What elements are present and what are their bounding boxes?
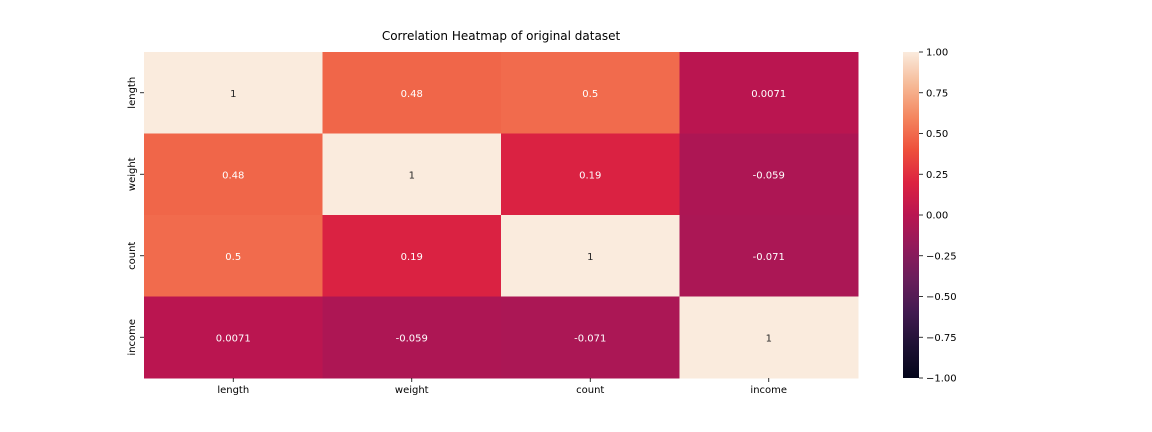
cell-value-label: 0.5 — [225, 252, 241, 263]
y-tick-label: length — [127, 77, 138, 109]
heatmap-cell — [501, 133, 680, 216]
x-axis: length weight count income — [217, 378, 787, 396]
cell-value-label: 0.0071 — [751, 89, 786, 100]
heatmap-cell — [144, 296, 323, 379]
cell-value-label: 0.0071 — [216, 333, 251, 344]
chart-title: Correlation Heatmap of original dataset — [382, 29, 621, 43]
heatmap-cell — [144, 215, 323, 297]
colorbar-tick-label: −0.75 — [926, 333, 957, 344]
colorbar: 1.00 0.75 0.50 0.25 0.00 −0.25 −0.50 −0.75 −1.00 — [903, 48, 957, 385]
colorbar-tick-label: 1.00 — [926, 48, 948, 59]
heatmap-cell — [322, 215, 502, 297]
x-tick-label: income — [750, 385, 787, 396]
colorbar-tick-label: −1.00 — [926, 374, 957, 385]
heatmap-cell — [679, 133, 859, 216]
heatmap-cell — [679, 296, 859, 379]
colorbar-tick-label: −0.50 — [926, 292, 957, 303]
heatmap-cell — [144, 52, 323, 134]
colorbar-ticks: 1.00 0.75 0.50 0.25 0.00 −0.25 −0.50 −0.75 −1.00 — [919, 48, 957, 385]
colorbar-tick-label: −0.25 — [926, 251, 957, 262]
colorbar-tick-label: 0.00 — [926, 211, 948, 222]
cell-value-label: 1 — [409, 170, 415, 181]
heatmap-cell — [679, 52, 859, 134]
colorbar-tick-label: 0.50 — [926, 129, 948, 140]
heatmap-cell — [501, 296, 680, 379]
cell-value-label: 0.48 — [222, 170, 244, 181]
cell-value-label: -0.071 — [574, 333, 606, 344]
x-tick-label: length — [217, 385, 249, 396]
heatmap-cell — [322, 296, 502, 379]
colorbar-gradient — [903, 52, 919, 378]
x-tick-label: weight — [395, 385, 429, 396]
colorbar-tick-label: 0.75 — [926, 88, 948, 99]
heatmap-cell-labels: 1 0.48 0.5 0.0071 0.48 1 0.19 -0.059 0.5 0.19 1 -0.… — [216, 89, 787, 345]
y-tick-label: weight — [127, 157, 138, 191]
heatmap-cell — [501, 215, 680, 297]
x-tick-label: count — [576, 385, 604, 396]
cell-value-label: 0.5 — [582, 89, 598, 100]
colorbar-tick-label: 0.25 — [926, 170, 948, 181]
cell-value-label: -0.071 — [753, 252, 785, 263]
cell-value-label: 1 — [230, 89, 236, 100]
cell-value-label: -0.059 — [753, 170, 785, 181]
cell-value-label: 0.19 — [579, 170, 601, 181]
heatmap-cell — [322, 133, 502, 216]
cell-value-label: -0.059 — [396, 333, 428, 344]
heatmap-cell — [501, 52, 680, 134]
cell-value-label: 1 — [766, 333, 772, 344]
y-axis: length weight count income — [127, 77, 144, 356]
heatmap-cells — [144, 52, 859, 379]
heatmap-cell — [322, 52, 502, 134]
y-tick-label: income — [127, 319, 138, 356]
cell-value-label: 1 — [587, 252, 593, 263]
heatmap-cell — [144, 133, 323, 216]
cell-value-label: 0.19 — [401, 252, 423, 263]
cell-value-label: 0.48 — [401, 89, 423, 100]
y-tick-label: count — [127, 242, 138, 270]
heatmap-cell — [679, 215, 859, 297]
